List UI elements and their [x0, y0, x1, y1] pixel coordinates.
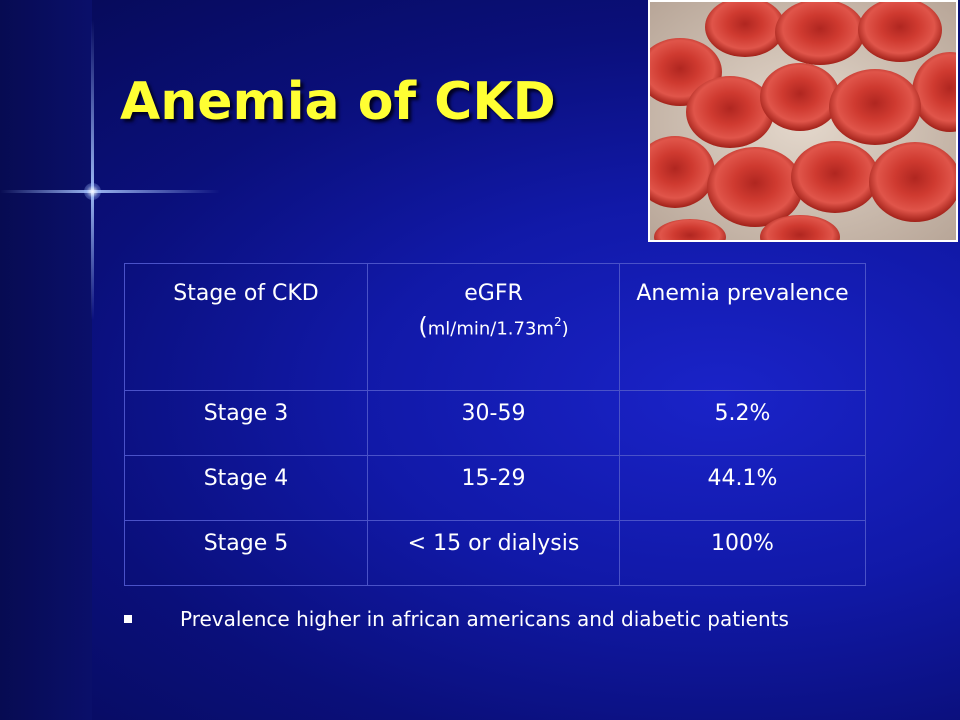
unit-close-paren: ) [561, 318, 569, 340]
table-header-row: Stage of CKD eGFR (ml/min/1.73m2) Anemia… [124, 263, 866, 391]
table-row: Stage 3 30-59 5.2% [124, 390, 866, 456]
square-bullet-icon [124, 614, 132, 623]
cell-prevalence: 100% [619, 520, 866, 586]
header-anemia-prevalence: Anemia prevalence [619, 263, 866, 391]
background-left-band [0, 0, 92, 720]
cell-stage: Stage 5 [124, 520, 368, 586]
sparkle-star-icon [84, 183, 101, 200]
egfr-unit-exponent: 2 [553, 315, 562, 329]
header-label: Stage of CKD [173, 281, 319, 306]
cell-prevalence: 5.2% [619, 390, 866, 456]
sparkle-vertical-ray [91, 20, 94, 320]
red-blood-cells-image [648, 0, 958, 242]
anemia-prevalence-table: Stage of CKD eGFR (ml/min/1.73m2) Anemia… [124, 263, 866, 586]
cell-egfr: < 15 or dialysis [367, 520, 620, 586]
egfr-unit: ml/min/1.73m [427, 318, 554, 340]
cell-egfr: 15-29 [367, 455, 620, 521]
cell-egfr: 30-59 [367, 390, 620, 456]
cell-stage: Stage 3 [124, 390, 368, 456]
header-label: eGFR [464, 281, 523, 306]
bullet-text: Prevalence higher in african americans a… [180, 607, 789, 631]
cell-prevalence: 44.1% [619, 455, 866, 521]
header-stage-of-ckd: Stage of CKD [124, 263, 368, 391]
unit-open-paren: ( [418, 312, 428, 341]
header-egfr: eGFR (ml/min/1.73m2) [367, 263, 620, 391]
cell-stage: Stage 4 [124, 455, 368, 521]
table-row: Stage 5 < 15 or dialysis 100% [124, 520, 866, 586]
table-row: Stage 4 15-29 44.1% [124, 455, 866, 521]
slide-title: Anemia of CKD [120, 72, 556, 132]
sparkle-horizontal-ray [0, 190, 220, 193]
bullet-item: Prevalence higher in african americans a… [124, 607, 789, 631]
red-blood-cells-illustration [650, 2, 956, 240]
header-label: Anemia prevalence [636, 281, 849, 306]
